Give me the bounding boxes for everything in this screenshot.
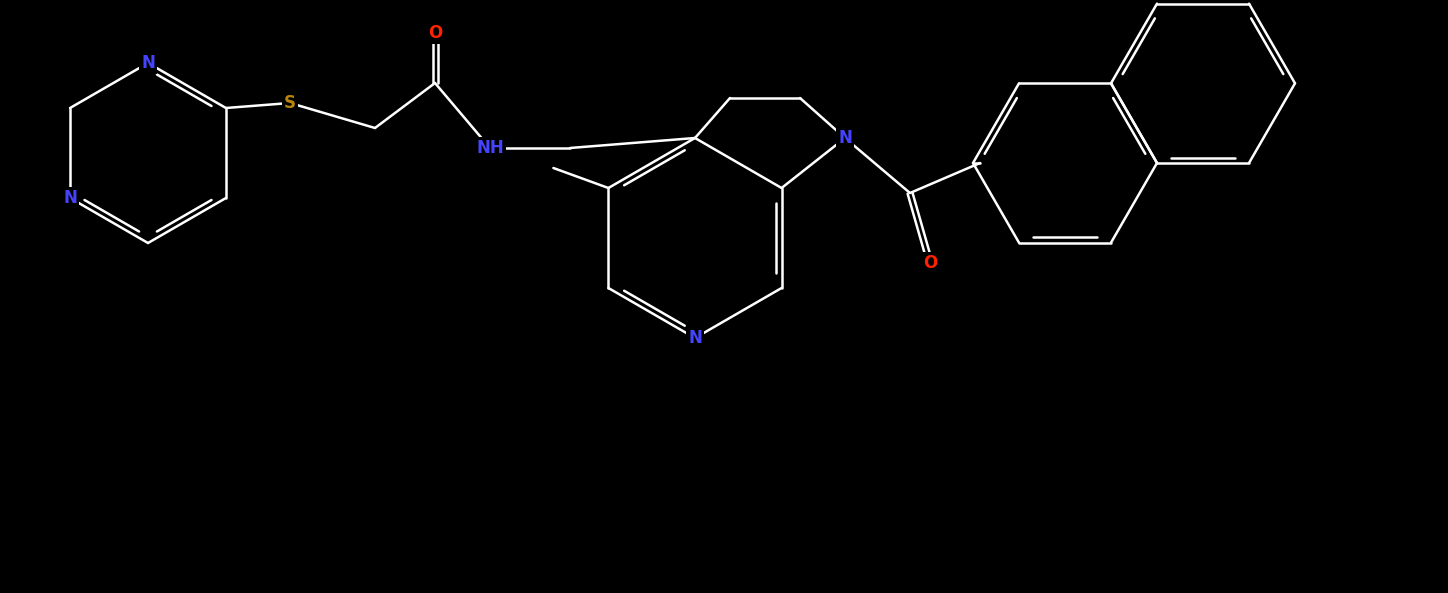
Text: N: N xyxy=(140,54,155,72)
Text: O: O xyxy=(922,254,937,272)
Text: N: N xyxy=(688,329,702,347)
Text: N: N xyxy=(838,129,851,147)
Text: NH: NH xyxy=(476,139,504,157)
Text: O: O xyxy=(427,24,442,42)
Text: N: N xyxy=(64,189,77,207)
Text: S: S xyxy=(284,94,295,112)
